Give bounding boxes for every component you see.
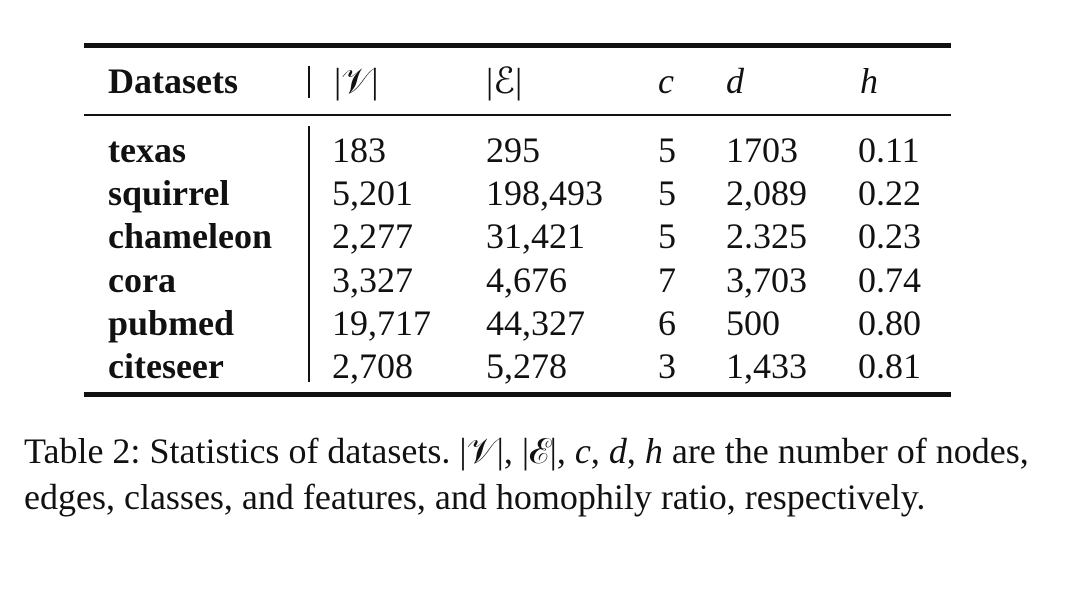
header-datasets: Datasets (108, 61, 238, 101)
caption-sep1: , (504, 431, 522, 471)
cell-homophily: 0.23 (858, 216, 921, 256)
header-edges: |ℰ| (486, 61, 522, 101)
cell-edges: 31,421 (486, 216, 585, 256)
cell-features: 2.325 (726, 216, 807, 256)
caption-sep4: , (627, 431, 645, 471)
header-features: d (726, 61, 744, 101)
caption-prefix: Table 2: Statistics of datasets. (24, 431, 459, 471)
caption-sep2: , (557, 431, 575, 471)
cell-homophily: 0.81 (858, 346, 921, 386)
caption-v: |𝒱| (459, 431, 503, 471)
cell-homophily: 0.22 (858, 173, 921, 213)
caption-c: c (575, 431, 591, 471)
cell-features: 3,703 (726, 260, 807, 300)
header-nodes: |𝒱| (334, 61, 378, 101)
cell-edges: 44,327 (486, 303, 585, 343)
cell-features: 1703 (726, 130, 798, 170)
cell-edges: 295 (486, 130, 540, 170)
cell-nodes: 5,201 (332, 173, 413, 213)
cell-classes: 5 (658, 130, 676, 170)
cell-nodes: 19,717 (332, 303, 431, 343)
cell-classes: 5 (658, 173, 676, 213)
cell-edges: 198,493 (486, 173, 603, 213)
cell-features: 2,089 (726, 173, 807, 213)
caption-h: h (645, 431, 663, 471)
table-header-row: Datasets |𝒱| |ℰ| c d h (84, 48, 951, 114)
header-classes: c (658, 61, 674, 101)
cell-nodes: 183 (332, 130, 386, 170)
caption-e: |ℰ| (522, 431, 557, 471)
header-column-divider (308, 66, 310, 98)
dataset-statistics-table: Datasets |𝒱| |ℰ| c d h texas 183 295 5 1703 0… (84, 43, 951, 397)
cell-dataset-name: squirrel (108, 173, 229, 213)
cell-edges: 5,278 (486, 346, 567, 386)
cell-nodes: 2,277 (332, 216, 413, 256)
header-homophily: h (860, 61, 878, 101)
cell-classes: 6 (658, 303, 676, 343)
cell-edges: 4,676 (486, 260, 567, 300)
cell-dataset-name: citeseer (108, 346, 224, 386)
cell-nodes: 3,327 (332, 260, 413, 300)
body-column-divider (308, 126, 310, 382)
cell-homophily: 0.80 (858, 303, 921, 343)
table-caption: Table 2: Statistics of datasets. |𝒱|, |ℰ… (24, 428, 1034, 520)
cell-features: 1,433 (726, 346, 807, 386)
cell-dataset-name: texas (108, 130, 186, 170)
cell-dataset-name: pubmed (108, 303, 234, 343)
caption-sep3: , (591, 431, 609, 471)
cell-classes: 7 (658, 260, 676, 300)
cell-homophily: 0.74 (858, 260, 921, 300)
table-body: texas 183 295 5 1703 0.11 squirrel 5,201 198,493… (84, 116, 951, 392)
cell-dataset-name: chameleon (108, 216, 272, 256)
cell-nodes: 2,708 (332, 346, 413, 386)
cell-features: 500 (726, 303, 780, 343)
cell-dataset-name: cora (108, 260, 176, 300)
caption-d: d (609, 431, 627, 471)
cell-homophily: 0.11 (858, 130, 920, 170)
table-bottom-rule (84, 392, 951, 397)
cell-classes: 3 (658, 346, 676, 386)
cell-classes: 5 (658, 216, 676, 256)
